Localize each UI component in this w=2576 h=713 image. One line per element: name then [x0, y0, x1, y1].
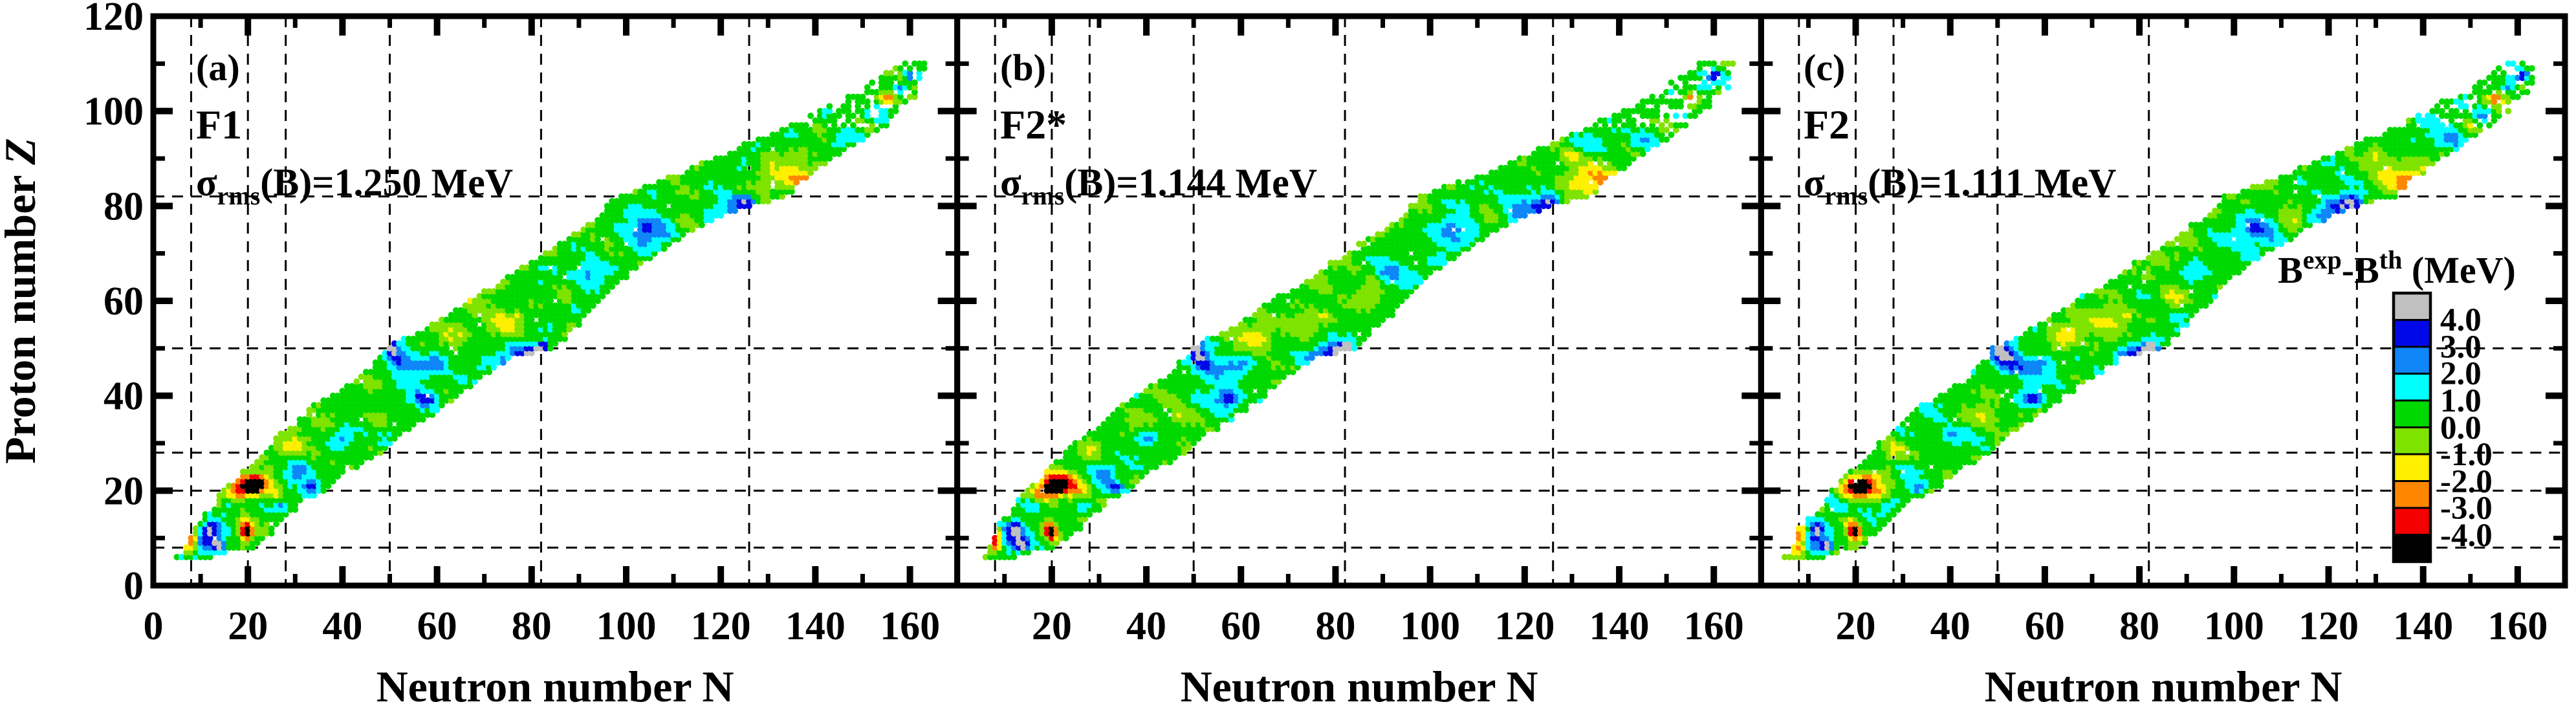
x-tick-label-160: 160: [880, 604, 940, 648]
nuclide-dots: [173, 60, 928, 560]
x-tick-label-100: 100: [596, 604, 656, 648]
colorbar-label--4.0: -4.0: [2440, 518, 2493, 554]
colorbar-title: Bexp-Bth (MeV): [2278, 245, 2516, 291]
colorbar-label--3.0: -3.0: [2440, 490, 2493, 527]
colorbar-label-0.0: 0.0: [2440, 410, 2482, 446]
x-tick-label-60: 60: [1221, 604, 1261, 648]
colorbar-label--1.0: -1.0: [2440, 437, 2493, 473]
panel-c-sigma: σrms(B)=1.111 MeV: [1804, 161, 2116, 210]
colorbar-segment-7: [2392, 480, 2432, 509]
panel-b-sigma: σrms(B)=1.144 MeV: [1000, 161, 1317, 210]
x-tick-label-60: 60: [417, 604, 457, 648]
panel-a-tag: (a): [196, 47, 240, 89]
x-tick-label-160: 160: [2487, 604, 2548, 648]
colorbar-label-1.0: 1.0: [2440, 383, 2482, 419]
y-tick-label-20: 20: [104, 469, 144, 513]
panel-c: 20 40 60 80 100 120 140 160: [1758, 13, 2568, 648]
panel-a-model: F1: [196, 102, 242, 148]
x-tick-label-80: 80: [1315, 604, 1355, 648]
colorbar-label--2.0: -2.0: [2440, 464, 2493, 500]
x-tick-label-100: 100: [2204, 604, 2264, 648]
nuclide-dots: [982, 60, 1736, 560]
colorbar-label-3.0: 3.0: [2440, 329, 2482, 366]
x-axis-title-panel-c: Neutron number N: [1985, 662, 2342, 711]
y-tick-label-40: 40: [104, 375, 144, 419]
annotation-layer: Proton number Z Neutron number N Neutron…: [0, 47, 2516, 711]
y-tick-label-100: 100: [83, 90, 144, 134]
generated-layers: 0 20 40 60 80 100 120 140 160 20 40 60 80 100 120 140 16…: [83, 0, 2568, 648]
x-tick-label-140: 140: [1589, 604, 1650, 648]
colorbar-frame: [2392, 291, 2432, 564]
panel-a-sigma: σrms(B)=1.250 MeV: [196, 161, 513, 210]
y-axis-title-text: Proton number: [0, 165, 45, 464]
y-tick-label-80: 80: [104, 184, 144, 228]
x-tick-label-140: 140: [2393, 604, 2453, 648]
x-tick-label-120: 120: [2298, 604, 2359, 648]
y-tick-label-60: 60: [104, 280, 144, 324]
colorbar-segment-4: [2392, 399, 2432, 428]
panel-b-model: F2*: [1000, 102, 1067, 148]
y-axis-title: Proton number Z: [0, 138, 45, 464]
colorbar-segment-5: [2392, 426, 2432, 455]
x-tick-label-40: 40: [1930, 604, 1970, 648]
y-axis-title-symbol: Z: [0, 138, 45, 166]
x-tick-label-40: 40: [1126, 604, 1166, 648]
x-tick-labels: 0 20 40 60 80 100 120 140 160: [144, 604, 941, 648]
x-tick-label-60: 60: [2025, 604, 2065, 648]
x-tick-labels: 20 40 60 80 100 120 140 160: [1032, 604, 1744, 648]
colorbar-label-4.0: 4.0: [2440, 302, 2482, 338]
colorbar-segment-2: [2392, 346, 2432, 375]
x-tick-label-40: 40: [322, 604, 362, 648]
y-tick-labels: 0 20 40 60 80 100 120: [83, 0, 144, 608]
colorbar-segment-9: [2392, 534, 2432, 563]
x-tick-labels: 20 40 60 80 100 120 140 160: [1836, 604, 2548, 648]
colorbar-label-2.0: 2.0: [2440, 356, 2482, 392]
x-tick-label-80: 80: [512, 604, 552, 648]
x-axis-title-panel-a: Neutron number N: [377, 662, 734, 711]
panel-c-model: F2: [1804, 102, 1850, 148]
y-tick-label-0: 0: [124, 564, 144, 608]
panel-border: [1758, 13, 2568, 589]
colorbar-segment-0: [2392, 292, 2432, 321]
x-tick-label-120: 120: [1494, 604, 1555, 648]
x-tick-label-20: 20: [1836, 604, 1876, 648]
panel-c-tag: (c): [1804, 47, 1845, 89]
x-tick-label-80: 80: [2119, 604, 2159, 648]
y-tick-label-120: 120: [83, 0, 144, 39]
x-tick-label-20: 20: [228, 604, 268, 648]
colorbar-segment-3: [2392, 373, 2432, 402]
x-tick-label-0: 0: [144, 604, 164, 648]
x-tick-label-100: 100: [1400, 604, 1460, 648]
x-tick-label-20: 20: [1032, 604, 1072, 648]
panel-b: 20 40 60 80 100 120 140 160: [954, 13, 1764, 648]
x-tick-label-140: 140: [785, 604, 846, 648]
panel-b-tag: (b): [1000, 47, 1046, 89]
nuclide-dots: [1781, 60, 2535, 560]
x-axis-title-panel-b: Neutron number N: [1181, 662, 1538, 711]
colorbar-segment-8: [2392, 507, 2432, 536]
colorbar-segment-1: [2392, 319, 2432, 348]
x-tick-label-120: 120: [691, 604, 751, 648]
colorbar-segment-6: [2392, 453, 2432, 482]
panel-a: 0 20 40 60 80 100 120 140 160: [144, 13, 961, 648]
x-tick-label-160: 160: [1684, 604, 1744, 648]
colorbar: [2392, 291, 2432, 564]
